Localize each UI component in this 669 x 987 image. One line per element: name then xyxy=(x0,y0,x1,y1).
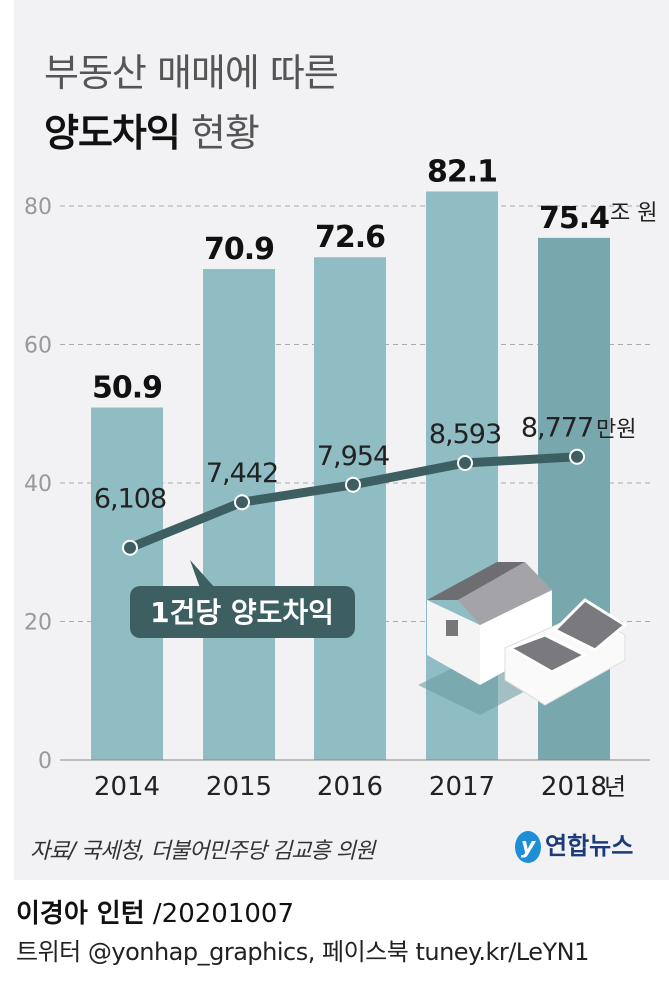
logo-text: 연합뉴스 xyxy=(545,832,634,860)
bar-value-label: 70.9 xyxy=(204,232,274,267)
bar-value-label: 82.1 xyxy=(427,154,497,189)
line-value-label: 7,954 xyxy=(317,441,389,472)
line-value-label: 8,593 xyxy=(429,419,501,450)
chart-title-line2: 양도차익 현황 xyxy=(44,102,260,157)
logo-mark-icon: y xyxy=(515,831,541,863)
line-point xyxy=(569,448,585,465)
chart-title-line1: 부동산 매매에 따른 xyxy=(44,51,339,95)
y-tick-label: 0 xyxy=(38,749,52,774)
x-unit-label: 년 xyxy=(604,773,626,801)
x-tick-label: 2015 xyxy=(206,772,272,802)
series-label: 1건당 양도차익 xyxy=(150,596,334,629)
title-bold: 양도차익 xyxy=(44,111,181,155)
y-tick-label: 40 xyxy=(24,472,52,497)
line-point xyxy=(457,454,473,471)
bar-unit-label: 조 원 xyxy=(610,201,657,226)
bar-value-label: 75.4 xyxy=(539,201,609,236)
x-tick-label: 2017 xyxy=(429,772,495,802)
bar-value-label: 50.9 xyxy=(92,371,162,406)
line-value-label: 8,777 xyxy=(521,413,593,444)
title-rest: 현황 xyxy=(179,111,260,155)
line-point xyxy=(345,476,361,493)
social-links: 트위터 @yonhap_graphics, 페이스북 tuney.kr/LeYN… xyxy=(16,938,589,966)
y-tick-label: 80 xyxy=(24,195,52,220)
bar-value-label: 72.6 xyxy=(315,220,385,255)
y-tick-label: 60 xyxy=(24,334,52,359)
x-tick-label: 2014 xyxy=(94,772,160,802)
line-point xyxy=(122,539,138,556)
x-tick-label: 2018 xyxy=(541,772,607,802)
author-name: 이경아 인턴 xyxy=(16,899,145,929)
source-text: 자료/ 국세청, 더불어민주당 김교흥 의원 xyxy=(30,839,375,864)
callout-pointer xyxy=(190,560,215,588)
line-value-label: 6,108 xyxy=(94,484,166,515)
house-money-icon xyxy=(418,562,628,715)
date: /20201007 xyxy=(144,899,295,929)
bar xyxy=(91,407,163,760)
series-label-box xyxy=(130,586,355,638)
bar xyxy=(314,257,386,760)
yonhap-logo: y 연합뉴스 xyxy=(515,826,633,863)
x-tick-label: 2016 xyxy=(317,772,383,802)
y-tick-label: 20 xyxy=(24,611,52,636)
chart: 0 20 40 60 80 50.9 2014 70.9 2015 72.6 2016 82.1 201… xyxy=(24,154,657,802)
line-value-label: 7,442 xyxy=(206,458,278,489)
line-point xyxy=(234,494,250,511)
author-line: 이경아 인턴 /20201007 xyxy=(16,893,294,930)
line-unit-label: 만원 xyxy=(596,418,636,443)
